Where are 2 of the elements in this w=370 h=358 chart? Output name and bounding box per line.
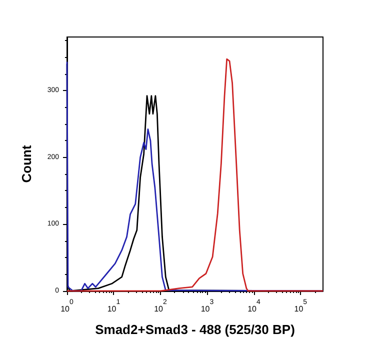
x-axis-title: Smad2+Smad3 - 488 (525/30 BP) xyxy=(95,322,295,337)
y-axis-title: Count xyxy=(19,144,34,183)
